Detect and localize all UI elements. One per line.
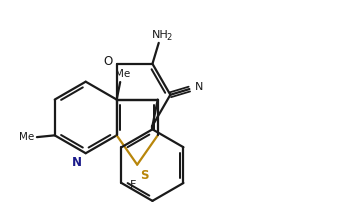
Text: N: N (72, 156, 82, 169)
Text: Me: Me (115, 69, 130, 79)
Text: Me: Me (19, 132, 34, 142)
Text: NH: NH (152, 30, 169, 40)
Text: F: F (129, 180, 136, 190)
Text: 2: 2 (166, 33, 171, 42)
Text: S: S (140, 169, 149, 182)
Text: O: O (103, 55, 113, 68)
Text: N: N (195, 82, 203, 92)
